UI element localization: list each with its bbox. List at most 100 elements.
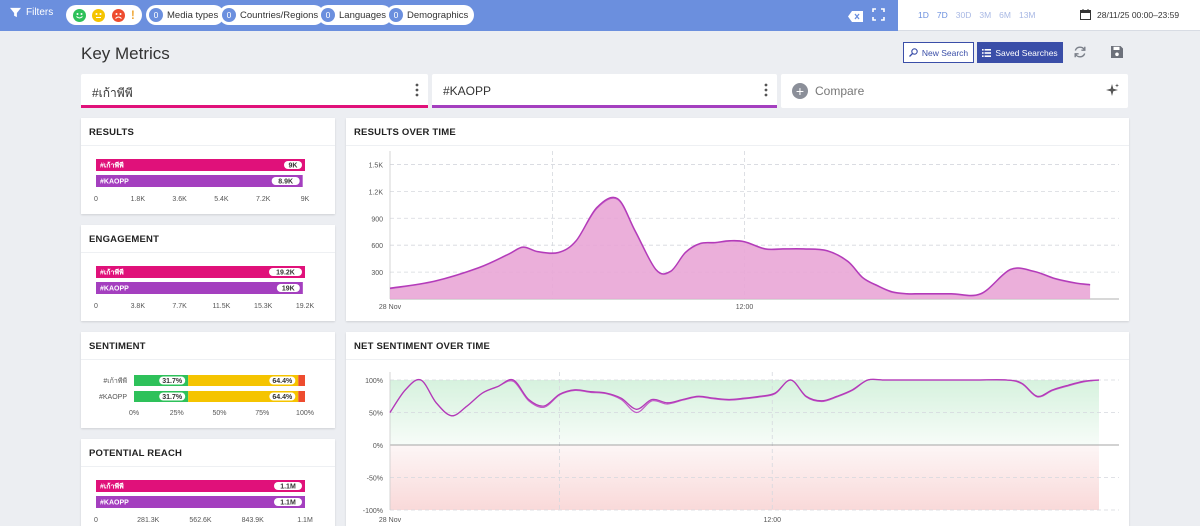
results-value-pill [271,177,300,185]
sentiment-negative-segment[interactable] [298,391,305,402]
negative-face-icon[interactable] [111,8,125,22]
sentiment-filter[interactable]: ! [66,5,142,25]
results-axis-tick: 7.2K [256,196,271,203]
card-title: ENGAGEMENT [89,234,160,245]
results-axis-tick: 1.8K [131,196,146,203]
reach-value-label: 1.1M [280,500,296,507]
demographics-filter[interactable]: 0 Demographics [386,5,475,25]
positive-face-icon[interactable] [73,8,87,22]
reach-bar-chart: #เก้าพีพี 1.1M #KAOPP 1.1M 0 281.3K 562.6K 843.… [94,480,313,524]
sentiment-row-label: #เก้าพีพี [103,377,127,385]
media-types-filter[interactable]: 0 Media types [146,5,225,25]
engagement-axis-tick: 11.5K [213,303,231,310]
sentiment-neutral-segment[interactable] [188,391,299,402]
compare-tab[interactable]: + Compare [781,74,1128,108]
reach-axis-tick: 281.3K [137,517,160,524]
exclamation-icon[interactable]: ! [130,7,135,22]
refresh-icon[interactable] [1073,45,1087,64]
engagement-card: ENGAGEMENT #เก้าพีพี 19.2K #KAOPP 19K 0 3.8K 7… [81,225,335,321]
card-title: RESULTS [89,127,135,138]
engagement-bar-1[interactable] [96,266,305,278]
results-bar-2[interactable] [96,175,303,187]
list-icon [982,48,992,57]
date-picker[interactable]: 28/11/25 00:00–23:59 [1080,9,1179,20]
reach-axis-tick: 843.9K [242,517,265,524]
results-axis-tick: 5.4K [214,196,229,203]
range-1d[interactable]: 1D [918,10,929,20]
sentiment-row-label: #KAOPP [99,394,127,401]
more-options-icon[interactable] [415,83,419,97]
range-selector: 1D 7D 30D 3M 6M 13M [918,10,1036,20]
search-tab-2[interactable]: #KAOPP [432,74,777,108]
languages-filter[interactable]: 0 Languages [318,5,393,25]
engagement-axis-tick: 7.7K [172,303,187,310]
results-axis-tick: 9K [301,196,310,203]
clear-filters-icon[interactable] [848,9,863,27]
sentiment-axis-tick: 50% [212,410,226,417]
reach-value-label: 1.1M [280,484,296,491]
net-sentiment-card: NET SENTIMENT OVER TIME 100% 50% 0% -50% -10… [346,332,1129,526]
neutral-face-icon[interactable] [92,8,106,22]
series-line-main [389,378,1100,417]
search-color-indicator [81,105,428,108]
engagement-bar-chart: #เก้าพีพี 19.2K #KAOPP 19K 0 3.8K 7.7K 11.5K 15.… [94,266,315,310]
engagement-axis-tick: 19.2K [296,303,315,310]
new-search-label: New Search [921,47,969,58]
results-bar-chart: #เก้าพีพี 9K #KAOPP 8.9K 0 1.8K 3.6K 5.4K 7.2K 9K [94,159,310,203]
series-line-main [389,196,1091,297]
pill-count: 0 [321,8,335,22]
date-range-panel [898,0,1200,31]
results-area [390,197,1091,299]
range-30d[interactable]: 30D [955,10,972,20]
saved-searches-label: Saved Searches [995,47,1058,58]
reach-bar-2[interactable] [96,496,305,508]
date-range-text: 28/11/25 00:00–23:59 [1097,9,1180,20]
reach-bar-label: #KAOPP [100,500,129,507]
reach-axis-tick: 562.6K [189,517,212,524]
filters-button[interactable]: Filters [10,7,53,18]
results-over-time-card: RESULTS OVER TIME 300 600 900 1.2K 1.5K 28 No… [346,118,1129,321]
sentiment-value-pill [159,376,186,385]
x-axis-tick: 28 Nov [379,304,402,311]
potential-reach-card: POTENTIAL REACH #เก้าพีพี 1.1M #KAOPP 1.1M 0… [81,439,335,526]
sentiment-value-pill [269,376,296,385]
card-title: NET SENTIMENT OVER TIME [354,341,491,352]
sentiment-neutral-label: 64.4% [272,378,293,385]
pill-label: Demographics [407,9,469,21]
pill-count: 0 [389,8,403,22]
engagement-bar-2[interactable] [96,282,303,294]
y-axis-tick: -100% [363,508,383,515]
reach-axis-tick: 0 [94,517,98,524]
sentiment-neutral-segment[interactable] [188,375,299,386]
search-color-indicator [432,105,777,108]
sentiment-positive-label: 31.7% [162,394,183,401]
results-bar-1[interactable] [96,159,305,171]
range-3m[interactable]: 3M [979,10,992,20]
range-13m[interactable]: 13M [1018,10,1036,20]
sentiment-value-pill [269,392,296,401]
sparkle-icon[interactable] [1105,83,1119,97]
x-axis-tick: 12:00 [763,517,781,524]
fullscreen-icon[interactable] [872,8,885,26]
range-6m[interactable]: 6M [999,10,1011,20]
search-tab-1[interactable]: #เก้าพีพี [81,74,428,108]
sentiment-negative-segment[interactable] [298,375,305,386]
countries-filter[interactable]: 0 Countries/Regions [219,5,325,25]
saved-searches-button[interactable]: Saved Searches [977,42,1063,63]
card-title: RESULTS OVER TIME [354,127,456,138]
save-icon[interactable] [1110,45,1124,64]
reach-bar-1[interactable] [96,480,305,492]
more-options-icon[interactable] [764,83,768,97]
y-axis-tick: 0% [373,443,383,450]
pill-count: 0 [222,8,236,22]
y-axis-tick: 50% [369,411,383,418]
results-axis-tick: 3.6K [172,196,187,203]
x-axis-tick: 28 Nov [379,517,402,524]
y-axis-tick: 600 [371,243,383,250]
range-7d[interactable]: 7D [936,10,948,20]
results-value-pill [284,161,302,169]
new-search-button[interactable]: New Search [903,42,974,63]
calendar-icon [1080,9,1091,20]
x-axis-tick: 12:00 [736,304,754,311]
y-axis-tick: 1.2K [369,189,384,196]
